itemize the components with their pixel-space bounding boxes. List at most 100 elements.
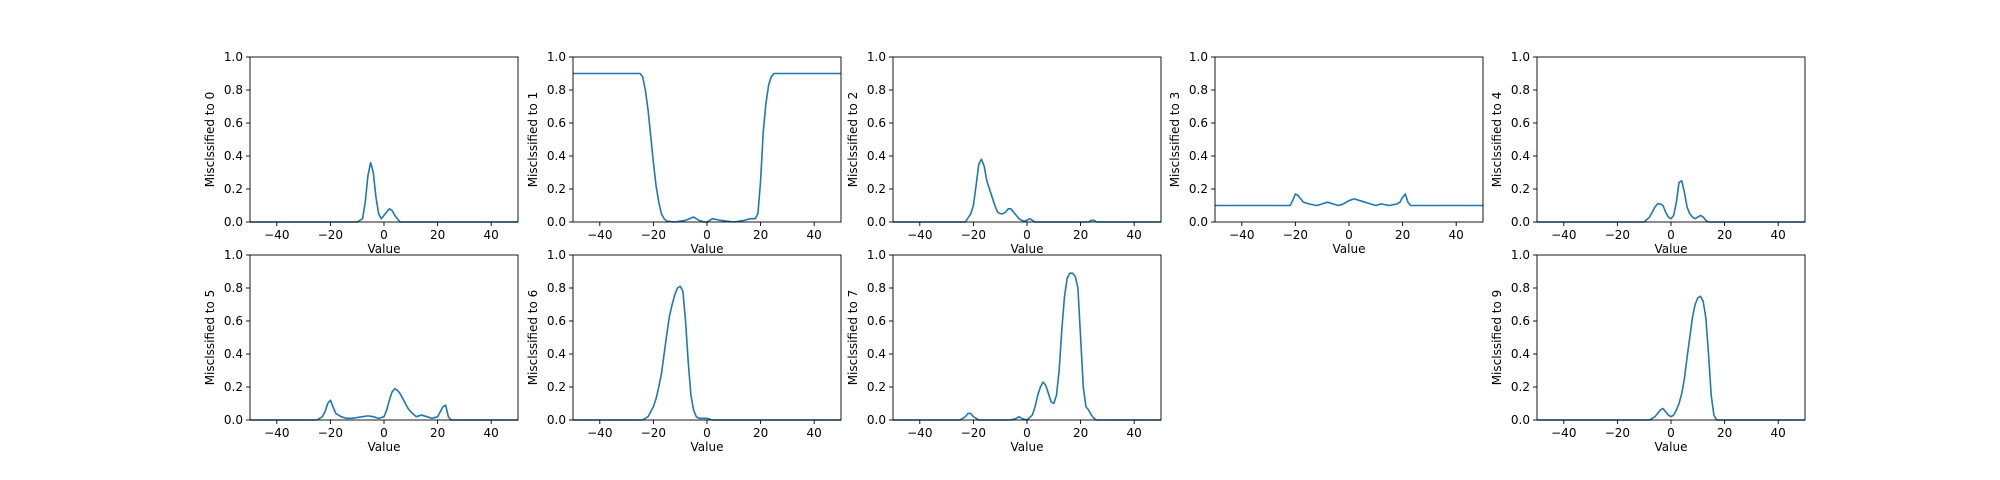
x-tick-label: −20 bbox=[641, 426, 666, 440]
y-tick-label: 0.0 bbox=[547, 413, 566, 427]
y-tick-label: 0.0 bbox=[1511, 215, 1530, 229]
chart-panel-5: −40 −20 0 20 40 0.0 0.2 0.4 0.6 0.8 1.0 Value Miscls… bbox=[203, 248, 519, 454]
y-tick-label: 0.0 bbox=[547, 215, 566, 229]
x-tick-label: 20 bbox=[1073, 228, 1088, 242]
y-axis-label: Misclssified to 6 bbox=[526, 290, 540, 386]
x-axis-label: Value bbox=[368, 440, 401, 454]
y-tick-label: 0.4 bbox=[224, 149, 243, 163]
y-tick-label: 0.8 bbox=[867, 281, 886, 295]
x-tick-label: 20 bbox=[753, 228, 768, 242]
y-tick-label: 0.6 bbox=[1511, 116, 1530, 130]
chart-panel-3: −40 −20 0 20 40 0.0 0.2 0.4 0.6 0.8 1.0 Value Miscls… bbox=[1168, 50, 1484, 256]
y-axis-label: Misclssified to 5 bbox=[203, 290, 217, 386]
y-axis-label: Misclssified to 4 bbox=[1490, 92, 1504, 188]
x-tick-label: −40 bbox=[264, 228, 289, 242]
y-axis-label: Misclssified to 0 bbox=[203, 92, 217, 188]
y-axis-label: Misclssified to 7 bbox=[846, 290, 860, 386]
x-axis-label: Value bbox=[691, 242, 724, 256]
y-tick-label: 0.8 bbox=[547, 281, 566, 295]
x-tick-label: 40 bbox=[484, 426, 499, 440]
chart-panel-1: −40 −20 0 20 40 0.0 0.2 0.4 0.6 0.8 1.0 Value Miscls… bbox=[526, 50, 842, 256]
y-tick-label: 0.6 bbox=[867, 116, 886, 130]
chart-panel-8: −40 −20 0 20 40 0.0 0.2 0.4 0.6 0.8 1.0 Value Miscls… bbox=[1490, 248, 1806, 454]
y-tick-label: 0.0 bbox=[1189, 215, 1208, 229]
y-tick-label: 0.0 bbox=[224, 413, 243, 427]
y-tick-label: 0.4 bbox=[867, 149, 886, 163]
y-tick-label: 0.6 bbox=[1189, 116, 1208, 130]
y-tick-label: 0.8 bbox=[1189, 83, 1208, 97]
x-tick-label: 40 bbox=[1127, 426, 1142, 440]
y-tick-label: 0.2 bbox=[224, 182, 243, 196]
x-tick-label: −20 bbox=[318, 426, 343, 440]
x-tick-label: −40 bbox=[1551, 426, 1576, 440]
y-tick-label: 0.0 bbox=[224, 215, 243, 229]
x-tick-label: −40 bbox=[1551, 228, 1576, 242]
x-tick-label: 20 bbox=[1717, 426, 1732, 440]
y-tick-label: 0.4 bbox=[547, 347, 566, 361]
y-tick-label: 0.2 bbox=[224, 380, 243, 394]
x-tick-label: −20 bbox=[318, 228, 343, 242]
x-axis-label: Value bbox=[1011, 242, 1044, 256]
x-axis-label: Value bbox=[368, 242, 401, 256]
x-axis-label: Value bbox=[1655, 242, 1688, 256]
y-tick-label: 0.6 bbox=[547, 314, 566, 328]
y-tick-label: 1.0 bbox=[867, 50, 886, 64]
chart-panel-4: −40 −20 0 20 40 0.0 0.2 0.4 0.6 0.8 1.0 Value Miscls… bbox=[1490, 50, 1806, 256]
y-tick-label: 0.6 bbox=[1511, 314, 1530, 328]
series-line bbox=[893, 272, 1161, 421]
x-tick-label: 40 bbox=[1127, 228, 1142, 242]
y-tick-label: 0.6 bbox=[547, 116, 566, 130]
y-tick-label: 0.8 bbox=[547, 83, 566, 97]
x-tick-label: −20 bbox=[961, 426, 986, 440]
x-axis-label: Value bbox=[691, 440, 724, 454]
y-tick-label: 0.8 bbox=[1511, 281, 1530, 295]
chart-panel-7: −40 −20 0 20 40 0.0 0.2 0.4 0.6 0.8 1.0 Value Miscls… bbox=[846, 248, 1162, 454]
y-tick-label: 0.2 bbox=[1511, 380, 1530, 394]
x-tick-label: 40 bbox=[1449, 228, 1464, 242]
y-tick-label: 0.2 bbox=[867, 380, 886, 394]
y-tick-label: 0.2 bbox=[867, 182, 886, 196]
y-tick-label: 0.8 bbox=[224, 83, 243, 97]
y-tick-label: 1.0 bbox=[1511, 248, 1530, 262]
x-tick-label: −20 bbox=[1605, 228, 1630, 242]
chart-panel-0: −40 −20 0 20 40 0.0 0.2 0.4 0.6 0.8 1.0 Value Miscls… bbox=[203, 50, 519, 256]
x-axis-label: Value bbox=[1333, 242, 1366, 256]
x-tick-label: −40 bbox=[907, 228, 932, 242]
chart-panel-6: −40 −20 0 20 40 0.0 0.2 0.4 0.6 0.8 1.0 Value Miscls… bbox=[526, 248, 842, 454]
series-line bbox=[1537, 179, 1805, 223]
x-tick-label: 40 bbox=[1771, 426, 1786, 440]
x-tick-label: −20 bbox=[1605, 426, 1630, 440]
x-tick-label: 0 bbox=[380, 228, 388, 242]
y-tick-label: 1.0 bbox=[1189, 50, 1208, 64]
x-tick-label: 0 bbox=[1667, 228, 1675, 242]
series-line bbox=[1215, 193, 1483, 207]
y-tick-label: 0.4 bbox=[1511, 149, 1530, 163]
x-tick-label: 20 bbox=[430, 426, 445, 440]
x-tick-label: −20 bbox=[1283, 228, 1308, 242]
x-tick-label: 0 bbox=[1023, 426, 1031, 440]
x-tick-label: 40 bbox=[807, 426, 822, 440]
x-tick-label: −40 bbox=[587, 228, 612, 242]
x-tick-label: 0 bbox=[1667, 426, 1675, 440]
x-tick-label: −40 bbox=[907, 426, 932, 440]
y-tick-label: 0.0 bbox=[1511, 413, 1530, 427]
x-tick-label: 20 bbox=[753, 426, 768, 440]
x-tick-label: 20 bbox=[1717, 228, 1732, 242]
x-tick-label: −40 bbox=[1229, 228, 1254, 242]
y-axis-label: Misclssified to 9 bbox=[1490, 290, 1504, 386]
y-tick-label: 0.6 bbox=[224, 116, 243, 130]
y-tick-label: 1.0 bbox=[224, 50, 243, 64]
x-tick-label: 20 bbox=[430, 228, 445, 242]
y-tick-label: 0.8 bbox=[224, 281, 243, 295]
x-tick-label: −40 bbox=[264, 426, 289, 440]
x-tick-label: 20 bbox=[1395, 228, 1410, 242]
x-tick-label: 40 bbox=[1771, 228, 1786, 242]
x-tick-label: 0 bbox=[703, 228, 711, 242]
x-tick-label: −20 bbox=[641, 228, 666, 242]
x-tick-label: −20 bbox=[961, 228, 986, 242]
y-tick-label: 1.0 bbox=[867, 248, 886, 262]
y-tick-label: 0.6 bbox=[867, 314, 886, 328]
y-tick-label: 0.4 bbox=[867, 347, 886, 361]
